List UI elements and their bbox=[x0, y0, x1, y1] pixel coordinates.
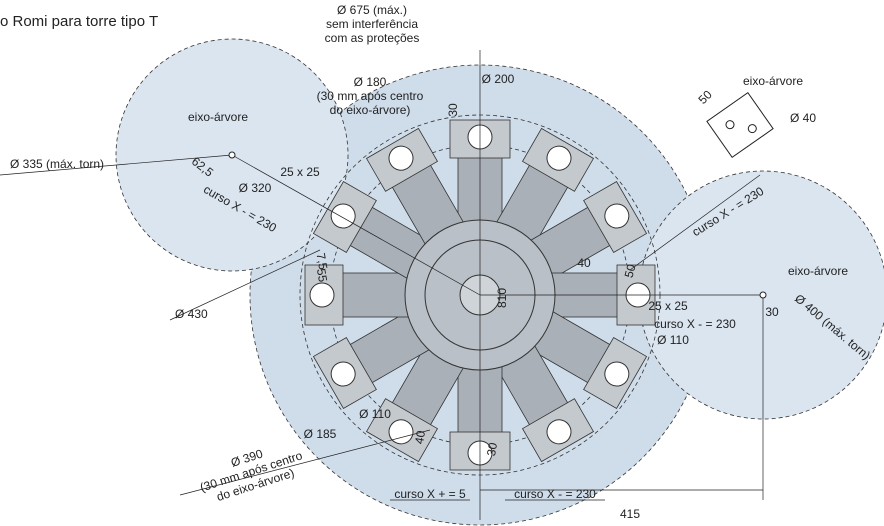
label-line: eixo-árvore bbox=[188, 110, 248, 124]
label-line: Ø 200 bbox=[482, 72, 515, 86]
label-line: (30 mm após centro bbox=[317, 89, 424, 103]
label-line: 30 bbox=[446, 103, 460, 117]
label-line: do eixo-árvore) bbox=[330, 103, 411, 117]
label-line: 810 bbox=[495, 288, 509, 308]
label-line: Ø 675 (máx.) bbox=[337, 3, 407, 17]
label-line: Ø 110 bbox=[657, 333, 689, 347]
dimension-label: 30 bbox=[765, 305, 779, 319]
label-line: 50 bbox=[695, 87, 715, 107]
label-line: 40 bbox=[577, 256, 591, 270]
label-line: Ø 110 bbox=[359, 407, 391, 421]
label-line: 25 x 25 bbox=[648, 299, 688, 313]
tool-holder bbox=[707, 93, 773, 158]
drawing: o Romi para torre tipo T Ø 675 (máx.)sem… bbox=[0, 0, 884, 526]
label-line: eixo-árvore bbox=[788, 264, 848, 278]
dimension-label: Ø 335 (máx. torn) bbox=[10, 157, 104, 171]
dimension-label: 415 bbox=[620, 507, 640, 521]
dimension-label: Ø 110 bbox=[657, 333, 689, 347]
dimension-label: 30 bbox=[484, 441, 500, 457]
dimension-label: eixo-árvore bbox=[188, 110, 248, 124]
tool-bore bbox=[310, 283, 334, 307]
label-line: sem interferência bbox=[326, 17, 418, 31]
dimension-label: 25 x 25 bbox=[648, 299, 688, 313]
dimension-label: curso X - = 230 bbox=[654, 317, 736, 331]
dimension-label: Ø 200 bbox=[482, 72, 515, 86]
title: o Romi para torre tipo T bbox=[0, 13, 158, 30]
dimension-label: Ø 40 bbox=[790, 111, 816, 125]
dimension-label: Ø 110 bbox=[359, 407, 391, 421]
spindle-point bbox=[229, 152, 235, 158]
dimension-label: 40 bbox=[412, 429, 428, 445]
label-line: Ø 320 bbox=[239, 181, 272, 195]
dimension-label: eixo-árvore bbox=[743, 74, 803, 88]
label-line: 25 x 25 bbox=[280, 165, 320, 179]
label-line: Ø 185 bbox=[304, 427, 337, 441]
dimension-label: 40 bbox=[577, 256, 591, 270]
label-line: Ø 430 bbox=[175, 307, 208, 321]
label-line: 30 bbox=[484, 441, 500, 457]
label-line: 55 bbox=[314, 268, 330, 284]
dimension-label: 30 bbox=[446, 103, 460, 117]
label-line: curso X - = 230 bbox=[514, 487, 596, 501]
label-line: com as proteções bbox=[325, 31, 420, 45]
label-line: Ø 180 bbox=[354, 75, 387, 89]
label-line: 415 bbox=[620, 507, 640, 521]
label-line: curso X + = 5 bbox=[394, 487, 466, 501]
dimension-label: curso X + = 5 bbox=[394, 487, 466, 501]
label-line: 30 bbox=[765, 305, 779, 319]
dimension-label: 810 bbox=[495, 288, 509, 308]
dimension-label: Ø 430 bbox=[175, 307, 208, 321]
label-line: Ø 40 bbox=[790, 111, 816, 125]
dimension-label: eixo-árvore bbox=[788, 264, 848, 278]
dimension-label: 50 bbox=[695, 87, 715, 107]
label-line: 40 bbox=[412, 429, 428, 445]
dimension-label: Ø 185 bbox=[304, 427, 337, 441]
label-line: eixo-árvore bbox=[743, 74, 803, 88]
label-line: curso X - = 230 bbox=[654, 317, 736, 331]
dimension-label: Ø 320 bbox=[239, 181, 272, 195]
dimension-label: 25 x 25 bbox=[280, 165, 320, 179]
holder-body bbox=[707, 93, 773, 158]
dimension-label: 55 bbox=[314, 268, 330, 284]
spindle-point bbox=[760, 292, 766, 298]
label-line: Ø 335 (máx. torn) bbox=[10, 157, 104, 171]
dimension-label: curso X - = 230 bbox=[514, 487, 596, 501]
